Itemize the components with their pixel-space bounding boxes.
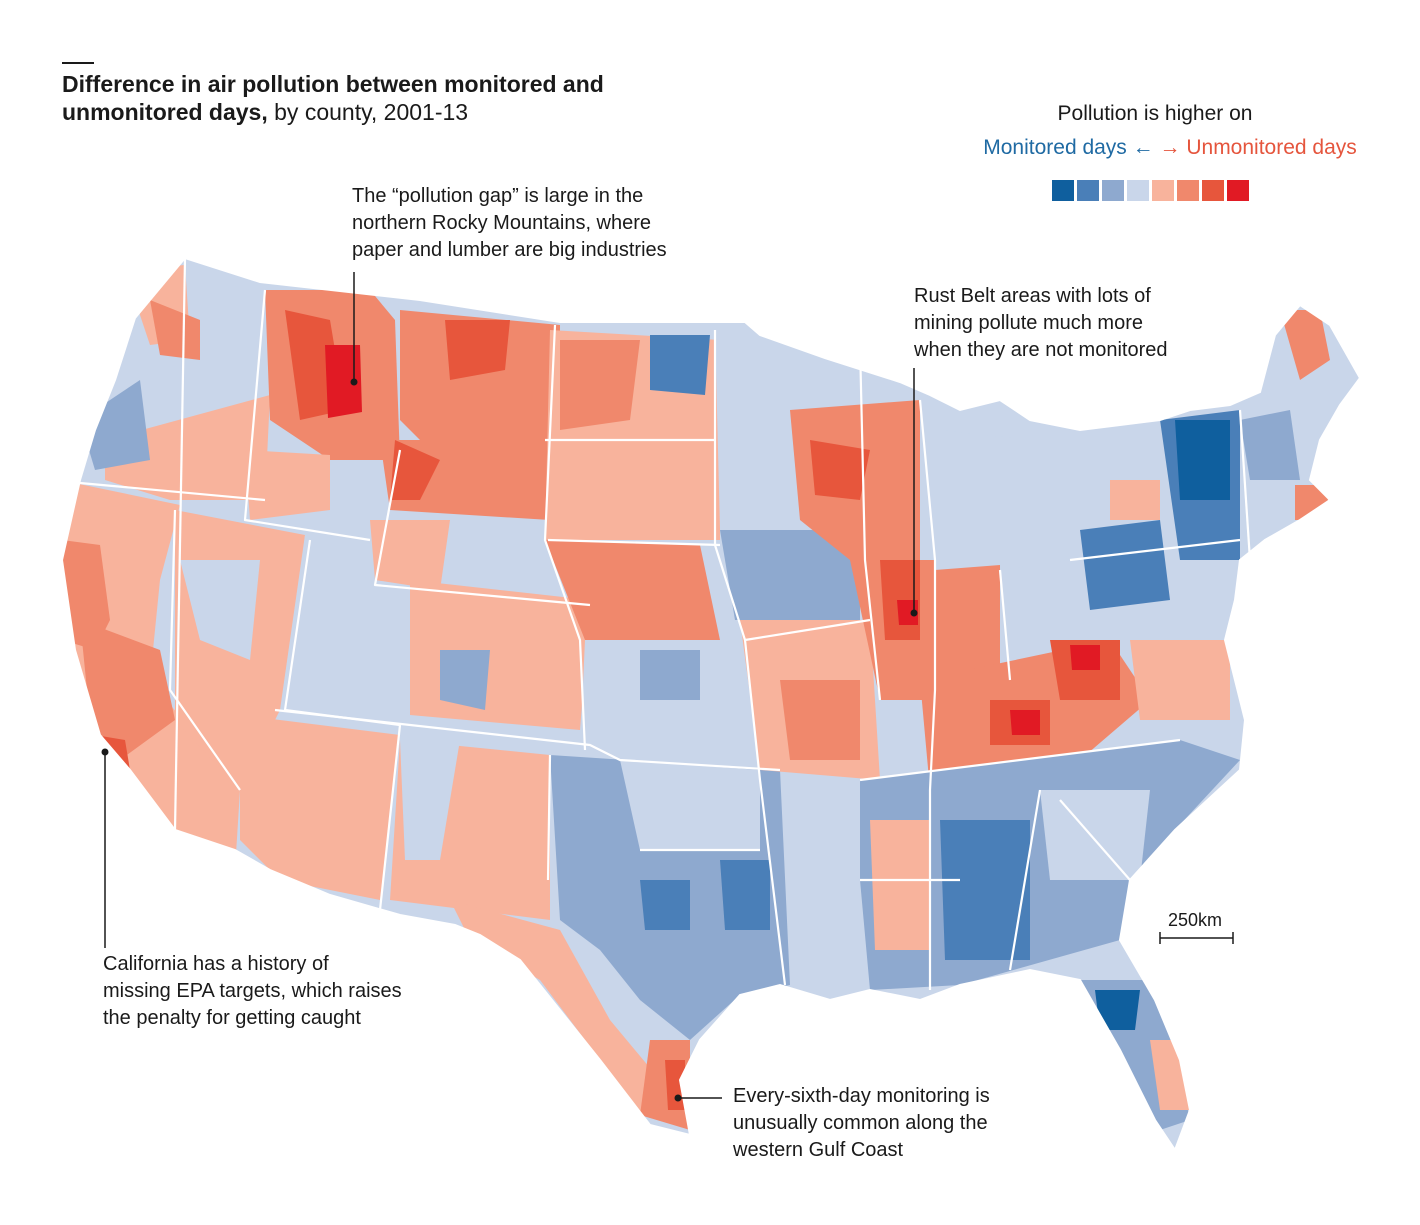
legend-swatch-4 (1127, 180, 1149, 201)
legend-unmonitored-label: Unmonitored days (1186, 136, 1357, 159)
legend-swatch-6 (1177, 180, 1199, 201)
legend-swatch-8 (1227, 180, 1249, 201)
annotation-rust-belt: Rust Belt areas with lots of mining poll… (914, 285, 1168, 361)
legend-swatch-1 (1052, 180, 1074, 201)
legend-swatch-7 (1202, 180, 1224, 201)
legend-directions: Monitored days ← → Unmonitored days (960, 136, 1380, 160)
annotation-rocky-mountains: The “pollution gap” is large in the nort… (352, 185, 667, 261)
legend-color-scale (1052, 180, 1249, 201)
legend-swatch-3 (1102, 180, 1124, 201)
annotation-gulf-coast: Every-sixth-day monitoring is unusually … (733, 1085, 990, 1161)
map-title-bold: Difference in air pollution between moni… (62, 71, 604, 125)
arrow-left-icon: ← (1132, 136, 1154, 159)
map-title: Difference in air pollution between moni… (62, 70, 622, 126)
arrow-right-icon: → (1159, 136, 1181, 159)
legend-monitored-label: Monitored days (983, 136, 1127, 159)
header-rule (62, 62, 94, 64)
legend-swatch-5 (1152, 180, 1174, 201)
scale-bar-label: 250km (1168, 910, 1223, 930)
legend-swatch-2 (1077, 180, 1099, 201)
legend-title: Pollution is higher on (1057, 102, 1253, 125)
annotation-california: California has a history of missing EPA … (103, 953, 402, 1029)
map-title-subtitle: by county, 2001-13 (267, 99, 469, 125)
